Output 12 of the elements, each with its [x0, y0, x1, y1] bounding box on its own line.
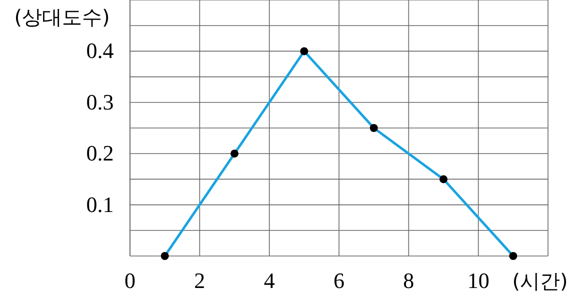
x-tick-label: 0	[124, 268, 136, 293]
x-tick-label: 6	[334, 268, 344, 293]
y-tick-label: 0.4	[86, 38, 114, 64]
x-tick-label: 4	[264, 268, 275, 293]
y-axis-title: (상대도수)	[14, 5, 110, 29]
x-tick-label: 2	[194, 268, 206, 293]
x-tick-label: 8	[403, 268, 414, 293]
y-tick-label: 0.1	[86, 192, 114, 217]
x-tick-label: 10	[467, 268, 490, 293]
y-tick-label: 0.3	[86, 89, 114, 114]
y-tick-label: 0.2	[86, 140, 114, 166]
x-axis-title: (시간)	[512, 269, 568, 293]
